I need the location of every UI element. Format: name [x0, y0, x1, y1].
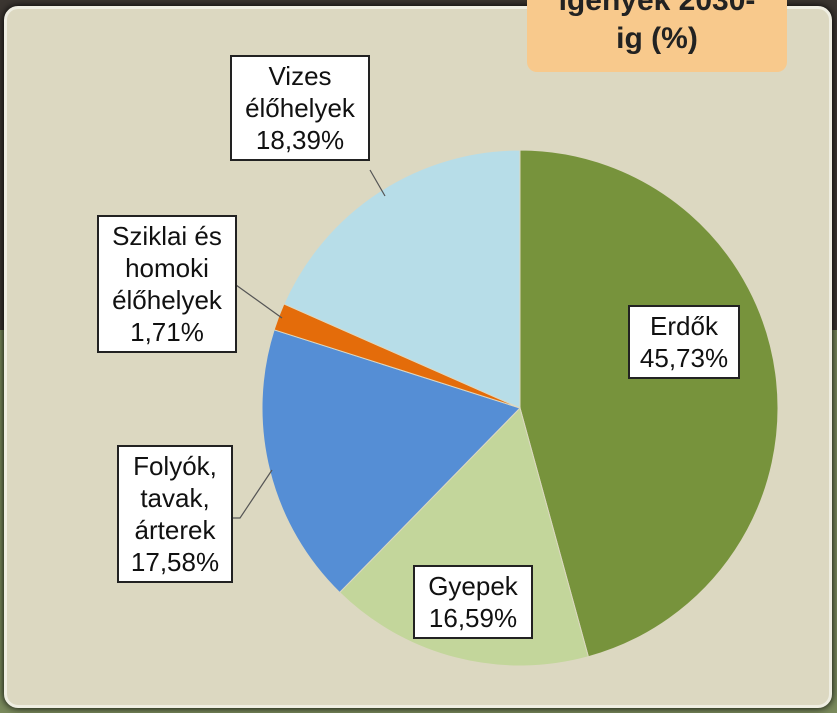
- data-label: Gyepek 16,59%: [413, 565, 533, 639]
- data-label: Folyók, tavak, árterek 17,58%: [117, 445, 233, 583]
- data-label: Vizes élőhelyek 18,39%: [230, 55, 370, 161]
- pie-slice: [283, 149, 521, 409]
- chart-title: igények 2030-ig (%): [527, 0, 787, 72]
- leader-lines: [232, 169, 386, 519]
- data-label: Erdők 45,73%: [628, 305, 740, 379]
- data-label: Sziklai és homoki élőhelyek 1,71%: [97, 215, 237, 353]
- pie-slice: [261, 329, 521, 594]
- pie-slice: [519, 149, 779, 658]
